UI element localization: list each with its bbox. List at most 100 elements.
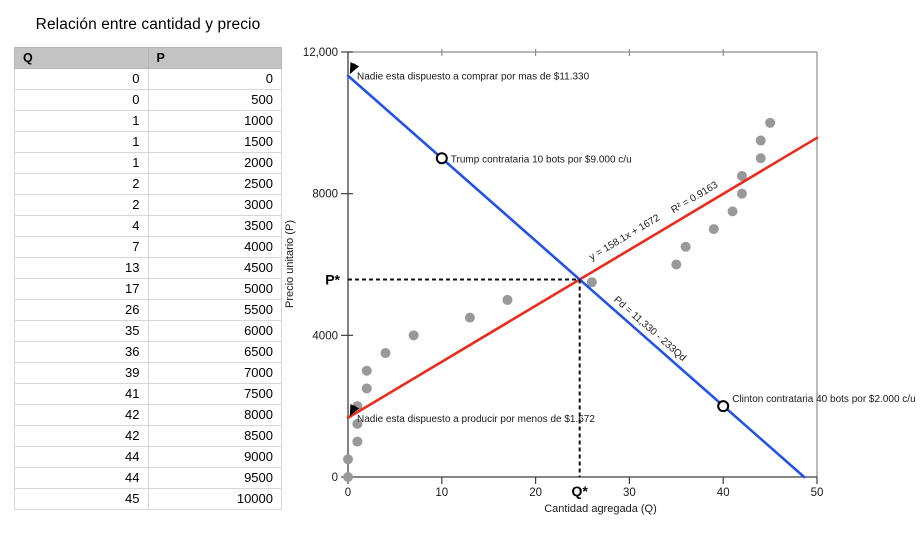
demand-intercept-note-text: Nadie esta dispuesto a comprar por mas d… — [357, 72, 590, 83]
table-row: 1 2000 — [14, 152, 282, 174]
y-tick-label: 12,000 — [303, 47, 338, 59]
table-cell: 2500 — [147, 173, 282, 195]
demand-equation-label: Pd = 11,330 - 233Qd — [611, 295, 688, 364]
scatter-point — [708, 224, 719, 235]
table-cell: 2 — [14, 194, 149, 216]
table-cell: 5000 — [147, 278, 282, 300]
scatter-point — [361, 383, 372, 394]
x-tick-label: 20 — [529, 487, 542, 499]
table-cell: 4500 — [147, 257, 282, 279]
table-row: 45 10000 — [14, 488, 282, 510]
table-cell: 9000 — [147, 446, 282, 468]
scatter-point — [502, 294, 513, 305]
x-tick-label: 0 — [345, 487, 351, 499]
scatter-point — [343, 454, 353, 465]
table-cell: 39 — [14, 362, 149, 384]
table-cell: 0 — [14, 89, 149, 111]
scatter-point — [352, 418, 363, 429]
table-cell: 5500 — [147, 299, 282, 321]
table-row: 42 8500 — [14, 425, 282, 447]
x-tick-label: 30 — [623, 487, 636, 499]
table-cell: 7000 — [147, 362, 282, 384]
equilibrium-quantity-label: Q* — [572, 483, 589, 499]
table-cell: 44 — [14, 446, 149, 468]
scatter-point — [343, 472, 353, 482]
table-cell: 1 — [14, 131, 149, 153]
table-row: 41 7500 — [14, 383, 282, 405]
table-cell: 42 — [14, 404, 149, 426]
scatter-point — [755, 135, 766, 146]
table-cell: 1000 — [147, 110, 282, 132]
table-cell: 44 — [14, 467, 149, 489]
supply-intercept-note-text: Nadie esta dispuesto a producir por meno… — [357, 414, 595, 425]
table-row: 26 5500 — [14, 299, 282, 321]
table-row: 17 5000 — [14, 278, 282, 300]
table-row: 2 2500 — [14, 173, 282, 195]
table-cell: 8500 — [147, 425, 282, 447]
x-tick-label: 10 — [435, 487, 448, 499]
table-cell: 2000 — [147, 152, 282, 174]
table-row: 42 8000 — [14, 404, 282, 426]
table-body: 0 0 0 500 1 1000 1 1500 1 2000 2 2500 2 3000 4 3500 7 400… — [14, 68, 282, 510]
table-cell: 6500 — [147, 341, 282, 363]
table-cell: 2 — [14, 173, 149, 195]
table-row: 7 4000 — [14, 236, 282, 258]
table-row: 13 4500 — [14, 257, 282, 279]
table-cell: 7 — [14, 236, 149, 258]
trump-note-marker — [435, 152, 448, 165]
y-tick-label: 0 — [332, 472, 338, 484]
scatter-point — [765, 117, 776, 128]
table-cell: 8000 — [147, 404, 282, 426]
table-cell: 13 — [14, 257, 149, 279]
table-cell: 41 — [14, 383, 149, 405]
demand-line — [346, 74, 806, 479]
table-cell: 35 — [14, 320, 149, 342]
table-cell: 36 — [14, 341, 149, 363]
scatter-point — [361, 365, 372, 376]
table-title: Relación entre cantidad y precio — [35, 16, 261, 33]
supply-trend-line — [346, 136, 819, 420]
supply-intercept-note-arrow — [349, 404, 360, 417]
scatter-point — [352, 436, 363, 447]
table-row: 4 3500 — [14, 215, 282, 237]
table-cell: 45 — [14, 488, 149, 510]
table-cell: 17 — [14, 278, 149, 300]
table-row: 0 500 — [14, 89, 282, 111]
trump-note-text: Trump contrataria 10 bots por $9.000 c/u — [451, 154, 632, 165]
clinton-note-text: Clinton contrataria 40 bots por $2.000 c… — [732, 394, 915, 405]
scatter-point — [736, 188, 747, 199]
table-cell: 9500 — [147, 467, 282, 489]
table-cell: 6000 — [147, 320, 282, 342]
table-row: 1 1000 — [14, 110, 282, 132]
table-cell: 3000 — [147, 194, 282, 216]
x-tick-label: 50 — [811, 487, 824, 499]
scatter-point — [680, 241, 691, 252]
scatter-point — [727, 206, 738, 217]
y-tick-label: 8000 — [312, 189, 338, 201]
equilibrium-price-label: P* — [325, 271, 340, 287]
table-column-header: Q — [14, 47, 149, 69]
scatter-point — [755, 153, 766, 164]
table-cell: 0 — [147, 68, 282, 90]
table-row: 36 6500 — [14, 341, 282, 363]
table-cell: 10000 — [147, 488, 282, 510]
y-tick-label: 4000 — [312, 330, 338, 342]
scatter-point — [671, 259, 682, 270]
x-tick-label: 40 — [717, 487, 730, 499]
table-row: 39 7000 — [14, 362, 282, 384]
table-cell: 1 — [14, 152, 149, 174]
table-cell: 26 — [14, 299, 149, 321]
table-cell: 4 — [14, 215, 149, 237]
scatter-point — [736, 170, 747, 181]
table-cell: 4000 — [147, 236, 282, 258]
table-cell: 42 — [14, 425, 149, 447]
table-cell: 500 — [147, 89, 282, 111]
table-column-header: P — [147, 47, 282, 69]
y-axis-title: Precio unitario (P) — [284, 220, 296, 308]
clinton-note-marker — [717, 400, 730, 413]
